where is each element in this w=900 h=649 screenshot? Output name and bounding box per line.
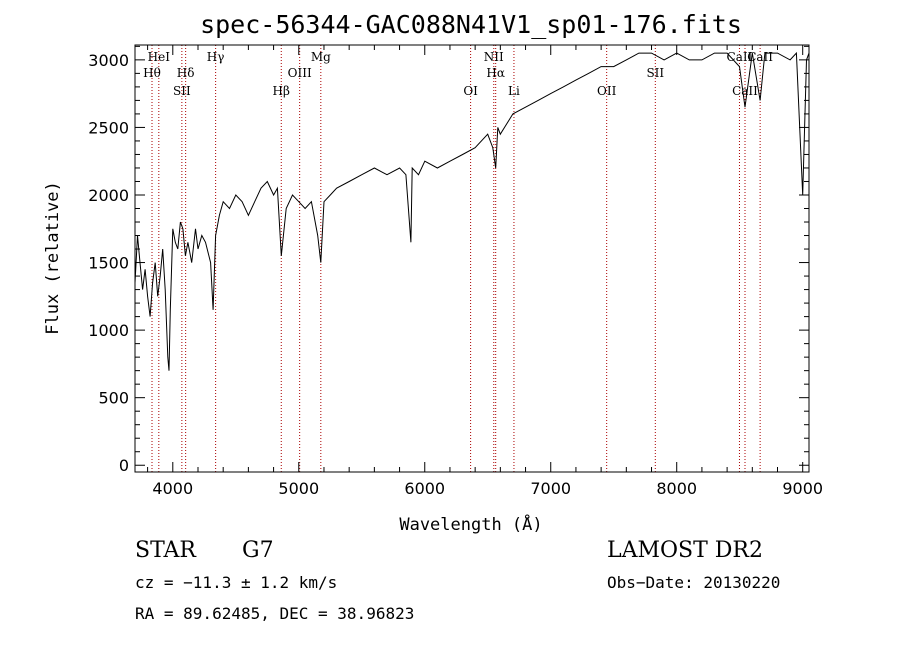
y-tick-label: 1000 bbox=[88, 321, 129, 340]
x-tick-label: 9000 bbox=[782, 479, 823, 498]
x-axis-ticks: 4000 5000 6000 7000 8000 9000 bbox=[147, 45, 823, 498]
y-tick-label: 1500 bbox=[88, 254, 129, 273]
spectral-line-label: Hα bbox=[486, 66, 505, 80]
y-tick-label: 0 bbox=[119, 456, 129, 475]
x-tick-label: 5000 bbox=[278, 479, 319, 498]
spectrum-line bbox=[134, 51, 810, 371]
redshift-cz: cz = −11.3 ± 1.2 km/s bbox=[135, 573, 338, 592]
y-tick-label: 500 bbox=[98, 389, 129, 408]
spectral-line-label: CaII bbox=[727, 50, 753, 64]
spectrum-chart: spec-56344-GAC088N41V1_sp01-176.fits HθH… bbox=[43, 10, 823, 535]
y-axis-ticks: 0 500 1000 1500 2000 2500 3000 bbox=[88, 45, 809, 475]
survey-name: LAMOST DR2 bbox=[607, 538, 763, 563]
y-tick-label: 3000 bbox=[88, 51, 129, 70]
spectral-line-label: CaII bbox=[732, 84, 758, 98]
chart-title: spec-56344-GAC088N41V1_sp01-176.fits bbox=[200, 10, 742, 39]
spectral-line-label: OIII bbox=[288, 66, 312, 80]
x-tick-label: 6000 bbox=[404, 479, 445, 498]
spectral-line-label: Hθ bbox=[143, 66, 161, 80]
y-axis-label: Flux (relative) bbox=[43, 181, 63, 335]
spectral-line-label: Mg bbox=[311, 50, 331, 64]
spectral-line-label: SII bbox=[646, 66, 664, 80]
object-type: STAR bbox=[135, 538, 196, 563]
spectral-line-label: HeI bbox=[148, 50, 171, 64]
spectral-line-label: Hγ bbox=[207, 50, 225, 64]
y-tick-label: 2500 bbox=[88, 118, 129, 137]
spectral-line-label: SII bbox=[173, 84, 191, 98]
observation-date: Obs−Date: 20130220 bbox=[607, 573, 781, 592]
spectral-line-label: OI bbox=[463, 84, 478, 98]
x-tick-label: 7000 bbox=[530, 479, 571, 498]
spectral-line-label: Hβ bbox=[273, 84, 290, 98]
object-subclass: G7 bbox=[242, 538, 274, 563]
spectral-line-label: Li bbox=[508, 84, 520, 98]
coordinates: RA = 89.62485, DEC = 38.96823 bbox=[135, 604, 415, 623]
x-tick-label: 8000 bbox=[656, 479, 697, 498]
y-tick-label: 2000 bbox=[88, 186, 129, 205]
spectral-line-label: NII bbox=[484, 50, 504, 64]
spectral-line-label: OII bbox=[597, 84, 617, 98]
plot-frame bbox=[134, 44, 810, 473]
x-tick-label: 4000 bbox=[152, 479, 193, 498]
spectral-line-markers bbox=[151, 45, 761, 472]
x-axis-label: Wavelength (Å) bbox=[399, 513, 542, 535]
spectral-line-label: Hδ bbox=[177, 66, 195, 80]
